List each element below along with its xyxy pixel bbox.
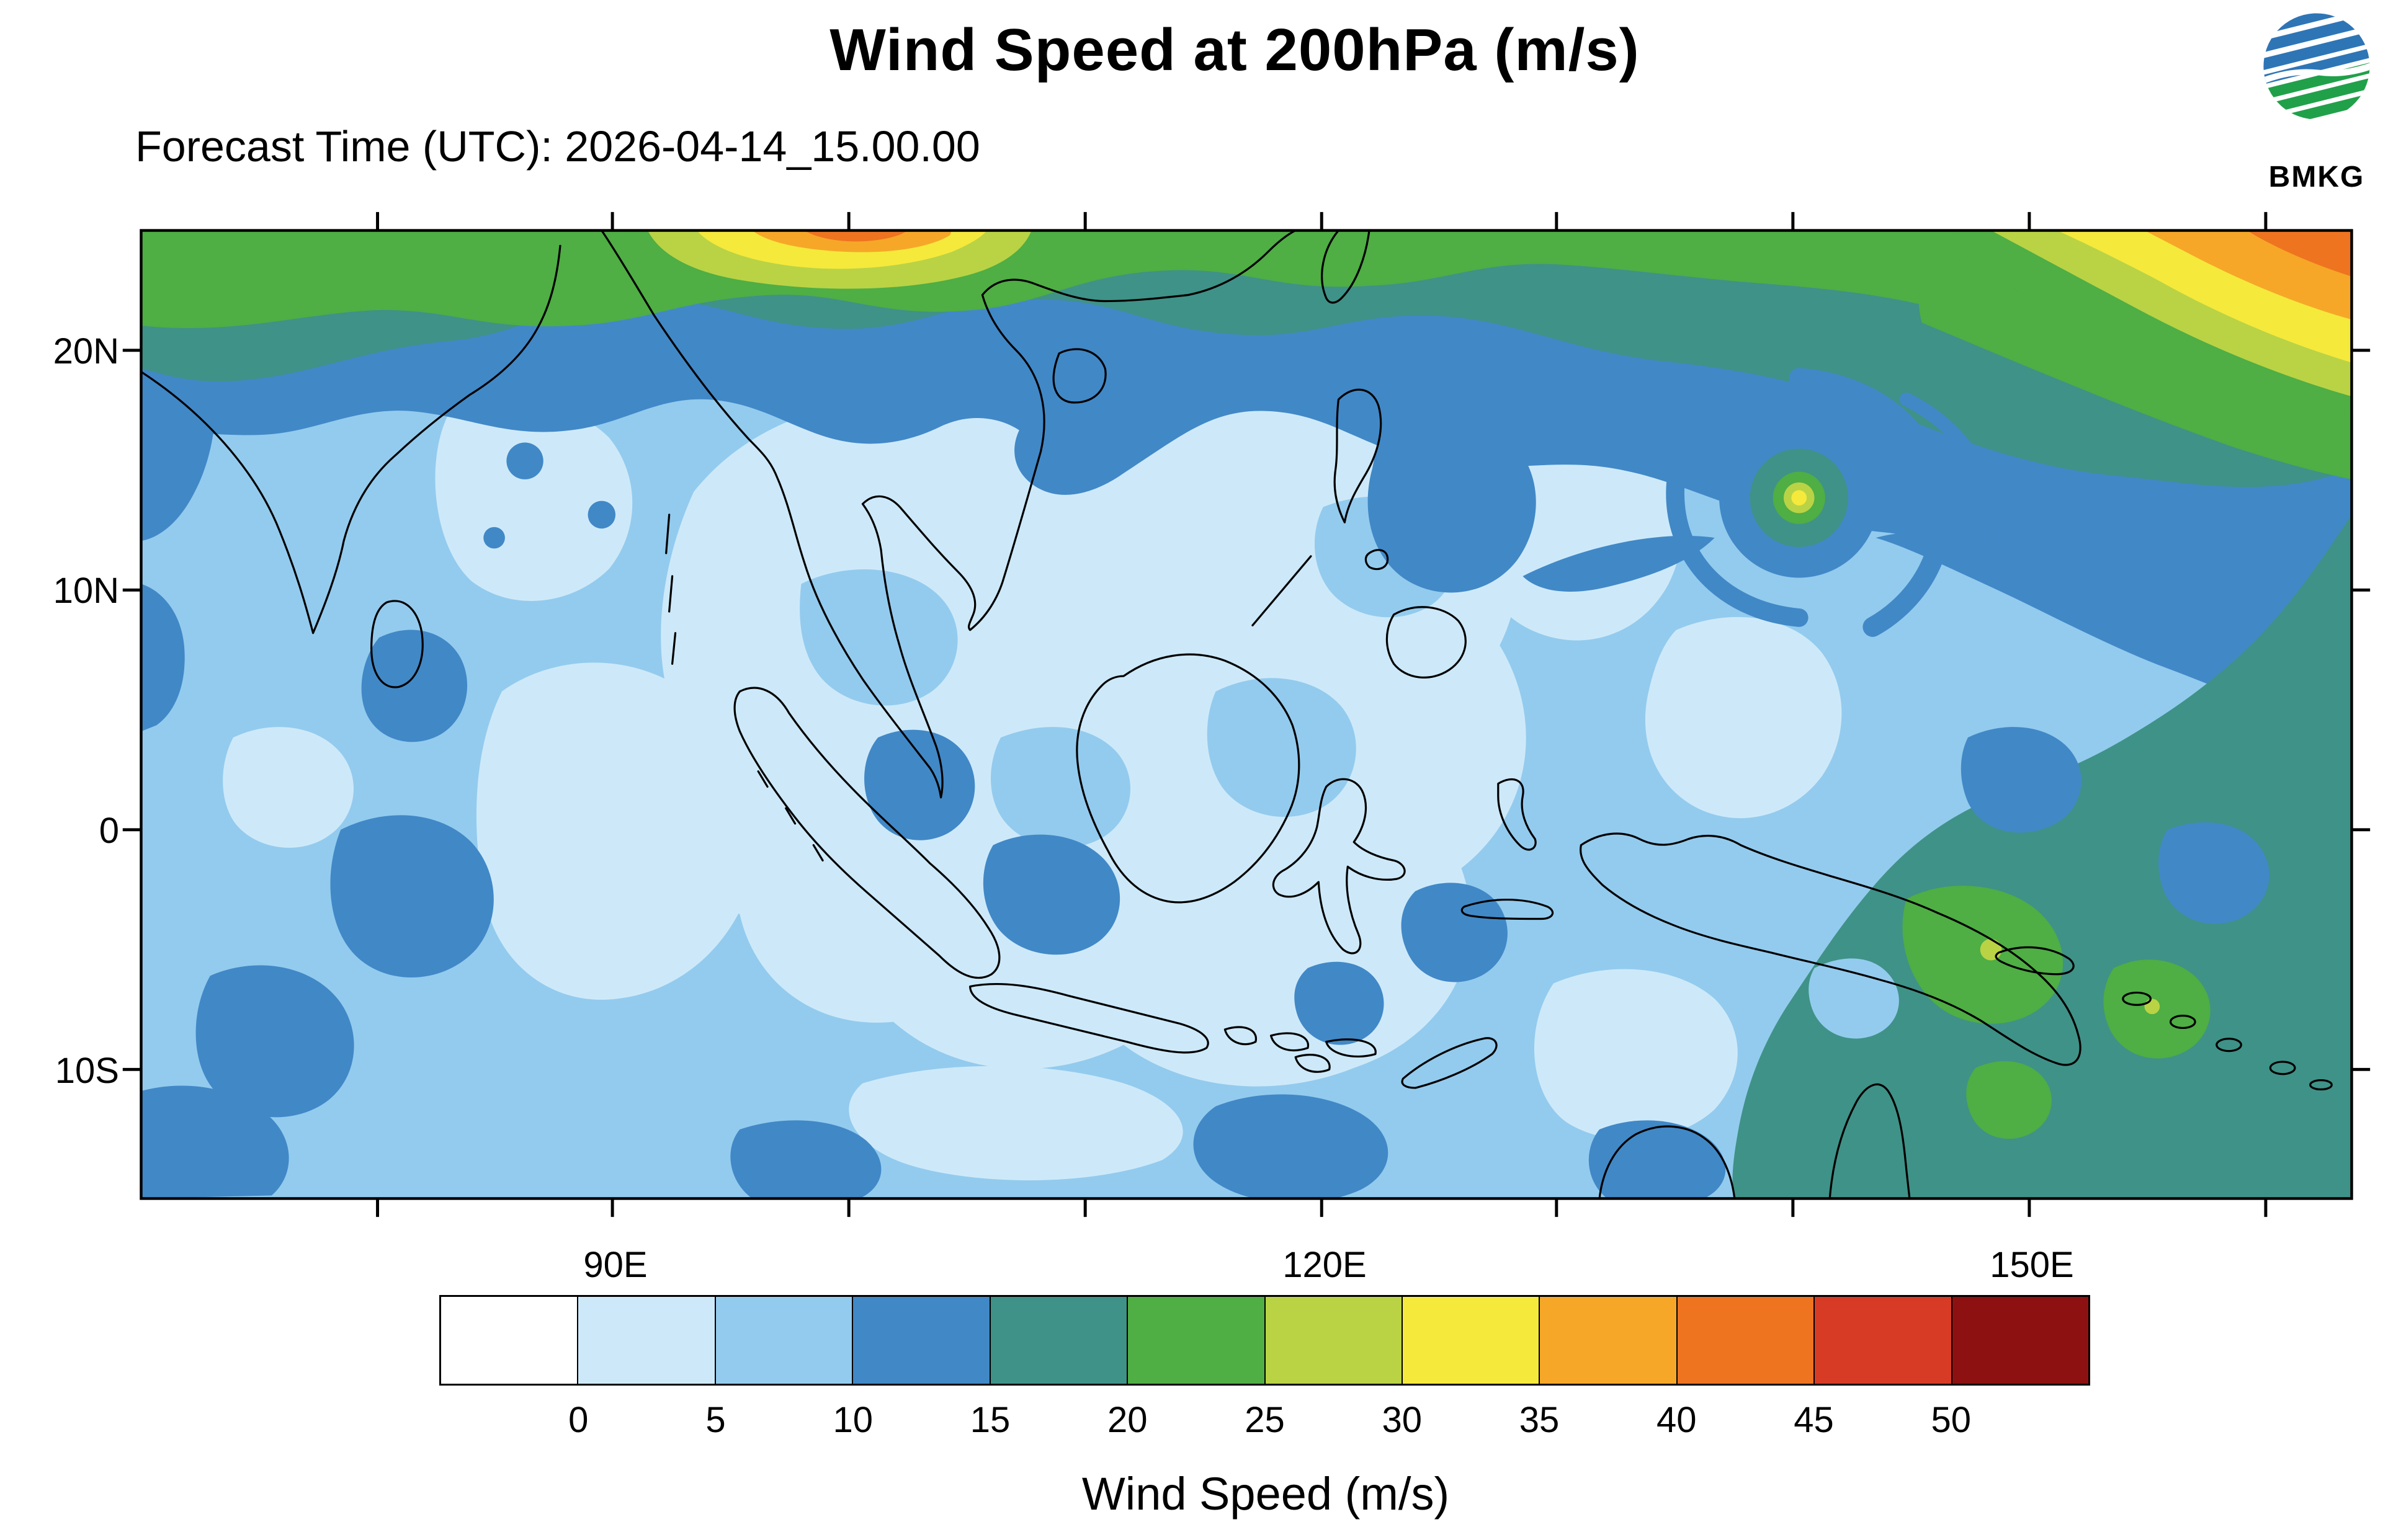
colorbar-caption: Wind Speed (m/s) xyxy=(1081,1468,1450,1520)
bmkg-logo: BMKG xyxy=(2256,9,2377,213)
colorbar-swatch xyxy=(989,1297,1127,1384)
colorbar-swatch xyxy=(1127,1297,1264,1384)
colorbar-tick-label: 5 xyxy=(705,1400,726,1440)
colorbar-swatch xyxy=(1401,1297,1539,1384)
colorbar-swatch xyxy=(577,1297,715,1384)
colorbar-swatch xyxy=(441,1297,578,1384)
page-title: Wind Speed at 200hPa (m/s) xyxy=(829,17,1640,83)
bmkg-logo-text: BMKG xyxy=(2268,161,2365,194)
colorbar-tick-label: 30 xyxy=(1382,1400,1423,1440)
wind-field xyxy=(141,230,2352,1199)
colorbar-swatch xyxy=(714,1297,852,1384)
colorbar-tick-label: 35 xyxy=(1519,1400,1560,1440)
y-axis-label-0: 0 xyxy=(99,811,119,851)
x-axis-label-120e: 120E xyxy=(1282,1245,1367,1285)
colorbar-tick-label: 0 xyxy=(568,1400,589,1440)
wind-speed-map xyxy=(122,211,2371,1217)
colorbar-swatch xyxy=(1813,1297,1951,1384)
colorbar-tick-label: 15 xyxy=(970,1400,1011,1440)
colorbar-tick-label: 50 xyxy=(1931,1400,1972,1440)
axis-ticks xyxy=(122,211,2371,1217)
x-axis-label-90e: 90E xyxy=(583,1245,648,1285)
colorbar-swatch xyxy=(1676,1297,1814,1384)
map-frame xyxy=(122,211,2371,1217)
colorbar-swatches xyxy=(439,1295,2090,1386)
colorbar-swatch xyxy=(1264,1297,1402,1384)
colorbar-swatch xyxy=(1951,1297,2089,1384)
y-axis-label-10n: 10N xyxy=(53,571,119,611)
colorbar-swatch xyxy=(1539,1297,1676,1384)
y-axis-label-10s: 10S xyxy=(55,1051,119,1091)
coastlines xyxy=(141,230,2333,1199)
colorbar-tick-label: 20 xyxy=(1107,1400,1148,1440)
colorbar-tick-label: 10 xyxy=(833,1400,874,1440)
colorbar-tick-label: 40 xyxy=(1656,1400,1697,1440)
x-axis-label-150e: 150E xyxy=(1990,1245,2074,1285)
colorbar-tick-label: 25 xyxy=(1245,1400,1285,1440)
colorbar-swatch xyxy=(852,1297,990,1384)
colorbar-labels: 0 5 10 15 20 25 30 35 40 45 50 xyxy=(439,1399,2090,1449)
bmkg-logo-icon xyxy=(2259,9,2374,124)
y-axis-label-20n: 20N xyxy=(53,331,119,372)
colorbar-tick-label: 45 xyxy=(1794,1400,1834,1440)
forecast-time-label: Forecast Time (UTC): 2026-04-14_15.00.00 xyxy=(135,122,980,171)
cyclone xyxy=(1666,368,2000,637)
